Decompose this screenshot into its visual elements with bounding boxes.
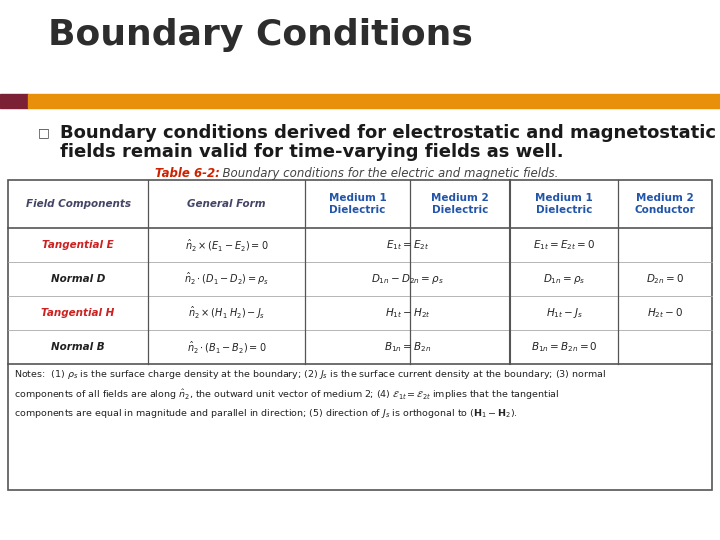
Text: $D_{2n} = 0$: $D_{2n} = 0$ (646, 272, 684, 286)
Text: $\hat{n}_2 \cdot (B_1 - B_2) = 0$: $\hat{n}_2 \cdot (B_1 - B_2) = 0$ (186, 339, 266, 355)
Text: fields remain valid for time-varying fields as well.: fields remain valid for time-varying fie… (60, 143, 564, 161)
Text: Medium 1
Dielectric: Medium 1 Dielectric (535, 193, 593, 215)
Text: $D_{1n} = \rho_s$: $D_{1n} = \rho_s$ (543, 272, 585, 286)
Text: Field Components: Field Components (25, 199, 130, 209)
Text: $B_{1n} = B_{2n} = 0$: $B_{1n} = B_{2n} = 0$ (531, 340, 598, 354)
Text: $\hat{n}_2 \cdot (D_1 - D_2) = \rho_s$: $\hat{n}_2 \cdot (D_1 - D_2) = \rho_s$ (184, 271, 269, 287)
Text: $E_{1t} = E_{2t}$: $E_{1t} = E_{2t}$ (386, 238, 429, 252)
Text: $D_{1n} - D_{2n} = \rho_s$: $D_{1n} - D_{2n} = \rho_s$ (371, 272, 444, 286)
Text: Normal B: Normal B (51, 342, 105, 352)
Text: Notes:  (1) $\rho_s$ is the surface charge density at the boundary; (2) $J_s$ is: Notes: (1) $\rho_s$ is the surface charg… (14, 368, 606, 420)
Text: $H_{2t} - 0$: $H_{2t} - 0$ (647, 306, 683, 320)
Bar (8, 180, 712, 490)
Text: Medium 1
Dielectric: Medium 1 Dielectric (328, 193, 387, 215)
Text: Boundary Conditions: Boundary Conditions (48, 18, 473, 52)
Text: Boundary conditions for the electric and magnetic fields.: Boundary conditions for the electric and… (215, 167, 559, 180)
Text: $H_{1t} - H_{2t}$: $H_{1t} - H_{2t}$ (384, 306, 431, 320)
Bar (28, 94, 720, 108)
Bar (0, 94, 28, 108)
Text: $\hat{n}_2 \times (H_1 \; H_2) - J_s$: $\hat{n}_2 \times (H_1 \; H_2) - J_s$ (188, 305, 265, 321)
Text: Tangential H: Tangential H (41, 308, 114, 318)
Text: $E_{1t} = E_{2t} = 0$: $E_{1t} = E_{2t} = 0$ (533, 238, 595, 252)
Text: $\hat{n}_2 \times (E_1 - E_2) = 0$: $\hat{n}_2 \times (E_1 - E_2) = 0$ (185, 237, 269, 253)
Text: Medium 2
Conductor: Medium 2 Conductor (634, 193, 696, 215)
Text: Normal D: Normal D (51, 274, 105, 284)
Text: $H_{1t} - J_s$: $H_{1t} - J_s$ (546, 306, 582, 320)
Text: Table 6-2:: Table 6-2: (155, 167, 220, 180)
Text: Medium 2
Dielectric: Medium 2 Dielectric (431, 193, 489, 215)
Text: Boundary conditions derived for electrostatic and magnetostatic: Boundary conditions derived for electros… (60, 124, 716, 142)
Text: □: □ (38, 126, 50, 139)
Text: $B_{1n} = B_{2n}$: $B_{1n} = B_{2n}$ (384, 340, 431, 354)
Text: Tangential E: Tangential E (42, 240, 114, 250)
Text: General Form: General Form (187, 199, 266, 209)
